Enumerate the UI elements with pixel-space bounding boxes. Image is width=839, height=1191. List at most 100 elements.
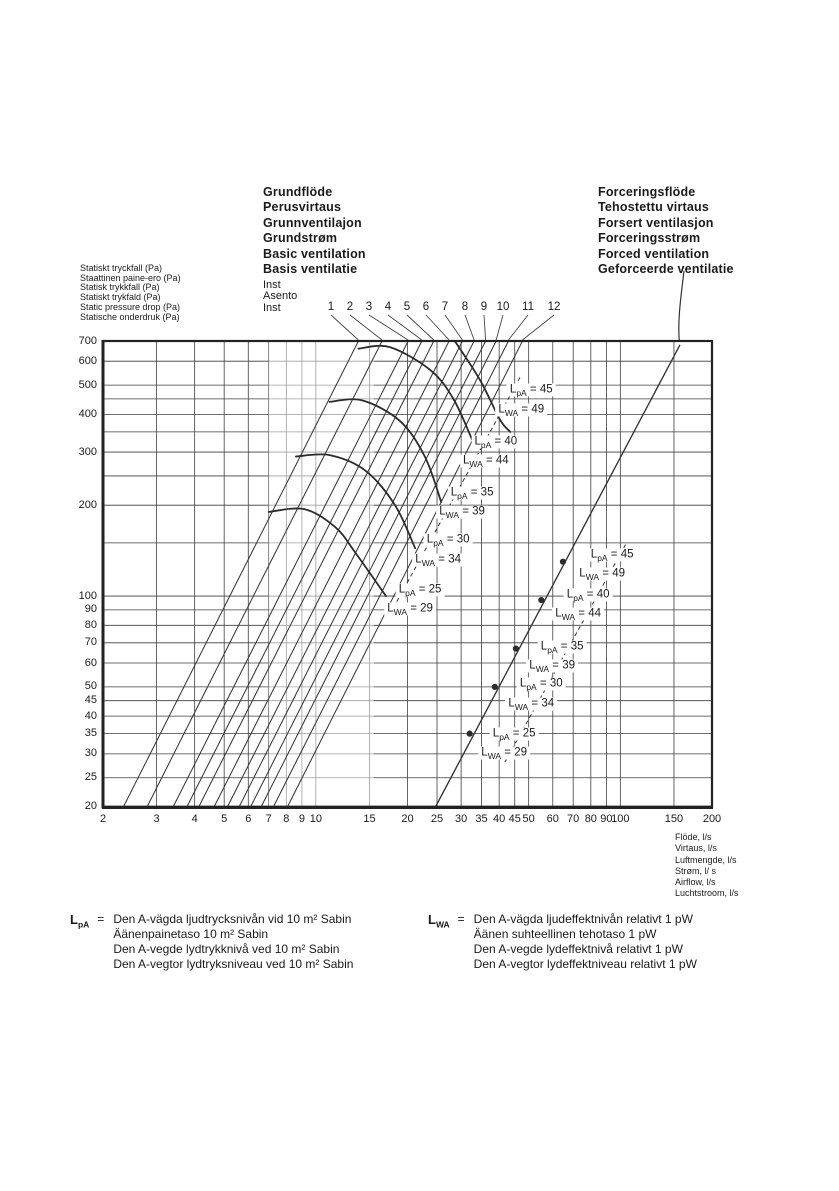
setting-number-leader [508, 314, 529, 341]
y-axis-tick-label: 500 [78, 378, 97, 391]
lwa-symbol: LWA [428, 912, 450, 930]
equals-sign: = [457, 912, 465, 926]
flow-axis-title: Flöde, l/s Virtaus, l/s Luftmengde, l/s … [675, 832, 739, 900]
heading-line: Forced ventilation [598, 246, 710, 261]
x-axis-tick-label: 60 [546, 813, 559, 825]
x-axis-tick-label: 2 [99, 813, 107, 825]
installation-setting-line [186, 340, 423, 808]
heading-line: Forsert ventilasjon [598, 215, 714, 230]
x-axis-tick-label: 3 [153, 813, 160, 825]
y-axis-tick-label: 25 [84, 771, 97, 784]
inst-setting-number: 9 [480, 301, 488, 313]
inst-setting-number: 12 [547, 301, 561, 313]
lpa-noise-label: LpA = 45 [587, 548, 637, 562]
x-axis-tick-label: 5 [221, 813, 228, 825]
forced-line-data-dot [491, 683, 498, 691]
lwa-noise-label: LWA = 34 [505, 697, 558, 711]
inst-setting-number: 4 [384, 301, 392, 313]
heading-line: Basis ventilatie [263, 262, 358, 277]
installation-setting-line [226, 340, 463, 808]
x-axis-tick-label: 30 [454, 813, 468, 825]
axis-title-line: Statiskt tryckfall (Pa) [80, 263, 163, 273]
equals-sign: = [97, 912, 105, 926]
lpa-noise-label: LpA = 30 [423, 533, 473, 547]
fan-curve-2 [295, 453, 417, 550]
legend-line: Äänen suhteellinen tehotaso 1 pW [473, 927, 657, 941]
setting-number-leader [483, 314, 487, 341]
fan-curve-4 [357, 344, 473, 441]
setting-number-leader [495, 314, 504, 341]
legend-line: Den A-vegde lydeffektnivå relativt 1 pW [473, 942, 683, 956]
inst-setting-number: 3 [365, 301, 373, 313]
x-axis-tick-label: 70 [567, 813, 580, 825]
inst-setting-number: 11 [522, 301, 534, 313]
installation-setting-line [286, 340, 523, 808]
axis-title-line: Statiskt trykfald (Pa) [80, 292, 161, 303]
legend-line: Den A-vägda ljudeffektnivån relativt 1 p… [473, 912, 693, 926]
forced-ventilation-line [434, 344, 681, 808]
y-axis-tick-label: 35 [84, 727, 97, 740]
lwa-noise-label: LWA = 49 [495, 403, 548, 417]
y-axis-tick-label: 700 [78, 334, 97, 347]
y-axis-tick-label: 80 [84, 618, 97, 631]
inst-setting-number: 1 [327, 301, 335, 313]
x-axis-tick-label: 7 [265, 813, 272, 825]
inst-setting-number: 6 [422, 301, 430, 313]
legend-line: Den A-vegtor lydtryksniveau ved 10 m² Sa… [113, 957, 354, 971]
x-axis-tick-label: 6 [245, 813, 252, 825]
x-axis-tick-label: 9 [298, 813, 305, 825]
installation-setting-line [213, 340, 450, 808]
heading-line: Grundstrøm [263, 231, 338, 246]
y-axis-tick-label: 70 [84, 636, 97, 649]
forced-ventilation-leader [678, 270, 685, 342]
lwa-noise-label: LWA = 44 [552, 607, 604, 621]
installation-setting-line [272, 340, 509, 808]
inst-line: Inst [263, 279, 281, 291]
fan-curve-3 [328, 398, 443, 503]
lwa-legend: LWA = Den A-vägda ljudeffektnivån relati… [428, 912, 697, 972]
inst-setting-number: 7 [441, 301, 449, 313]
axis-title-line: Virtaus, l/s [675, 843, 717, 854]
x-axis-tick-label: 40 [493, 813, 506, 825]
lpa-noise-label: LpA = 25 [395, 583, 445, 597]
lwa-noise-label: LWA = 39 [436, 505, 488, 519]
installation-setting-line [260, 340, 497, 808]
x-axis-tick-label: 25 [430, 813, 444, 825]
inst-setting-number: 2 [346, 301, 354, 313]
setting-number-leader [425, 314, 450, 341]
lpa-noise-label: LpA = 30 [516, 677, 566, 691]
y-axis-tick-label: 60 [84, 656, 97, 669]
y-axis-tick-label: 45 [84, 694, 97, 707]
x-axis-tick-label: 4 [191, 813, 198, 825]
heading-line: Forceringsflöde [598, 185, 696, 199]
y-axis-tick-label: 50 [84, 680, 97, 693]
installation-setting-line [122, 340, 359, 808]
axis-title-line: Airflow, l/s [675, 877, 716, 888]
inst-setting-number: 10 [496, 301, 510, 313]
basic-ventilation-heading: Grundflöde Perusvirtaus Grunnventilajon … [263, 185, 366, 277]
lpa-legend: LpA = Den A-vägda ljudtrycksnivån vid 10… [70, 912, 353, 972]
forced-line-data-dot [559, 558, 567, 565]
noise-label-guide-dashed [504, 544, 626, 763]
axis-title-line: Staattinen paine-ero (Pa) [80, 272, 181, 283]
forced-line-data-dot [538, 596, 545, 604]
lpa-noise-label: LpA = 40 [471, 435, 521, 449]
installation-setting-line [238, 340, 475, 808]
axis-title-line: Statische onderdruk (Pa) [80, 311, 180, 322]
setting-number-leader [387, 314, 423, 341]
lpa-noise-label: LpA = 35 [447, 486, 497, 500]
lpa-noise-label: LpA = 35 [537, 640, 587, 654]
legend-line: Den A-vegtor lydeffektniveau relativt 1 … [473, 957, 697, 971]
y-axis-tick-label: 600 [78, 354, 97, 367]
inst-setting-number: 5 [403, 301, 411, 313]
x-axis-tick-label: 90 [600, 813, 613, 825]
installation-setting-heading: Inst Asento Inst [263, 279, 297, 314]
x-axis-tick-label: 35 [475, 813, 488, 825]
installation-setting-line [146, 340, 383, 808]
axis-title-line: Luchtstroom, l/s [675, 888, 739, 899]
setting-number-leader [330, 314, 359, 341]
axis-title-line: Static pressure drop (Pa) [80, 301, 181, 312]
lpa-noise-label: LpA = 45 [506, 383, 556, 397]
y-axis-tick-label: 400 [78, 407, 97, 420]
